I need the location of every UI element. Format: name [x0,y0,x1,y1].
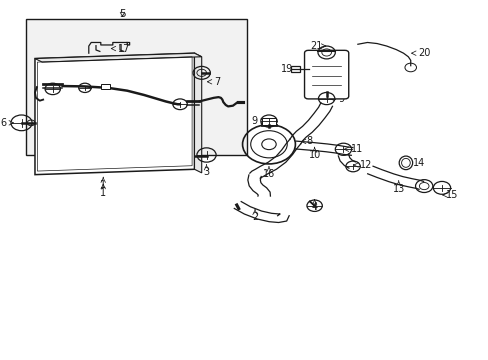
Text: 16: 16 [263,167,275,179]
Bar [26,19,247,155]
Text: 1: 1 [100,184,106,198]
Text: 10: 10 [308,147,320,160]
Text: 4: 4 [311,199,317,212]
Text: 6: 6 [0,118,14,128]
Text: 3: 3 [203,165,209,177]
Text: 7: 7 [207,77,220,87]
Text: 9: 9 [329,94,344,104]
Text: 11: 11 [344,144,362,154]
Text: 2: 2 [251,210,258,222]
Bar [101,84,110,89]
Bar [290,66,300,72]
Text: 21: 21 [309,41,325,51]
Text: 8: 8 [301,136,312,147]
Text: 17: 17 [111,44,130,54]
Text: 15: 15 [442,190,458,200]
Polygon shape [35,53,201,62]
Text: 13: 13 [392,181,404,194]
Text: 5: 5 [119,9,125,19]
Text: 9: 9 [251,116,265,126]
FancyBboxPatch shape [304,50,348,99]
Text: 20: 20 [411,48,429,58]
Text: 12: 12 [353,160,372,170]
Polygon shape [194,53,201,173]
Circle shape [261,139,276,150]
Text: 19: 19 [281,64,298,74]
Ellipse shape [401,158,409,167]
Ellipse shape [398,156,412,170]
Text: 1: 1 [100,177,106,190]
Polygon shape [35,53,194,175]
Bar [261,118,276,125]
Text: 14: 14 [406,158,425,168]
Text: 18: 18 [327,78,346,89]
